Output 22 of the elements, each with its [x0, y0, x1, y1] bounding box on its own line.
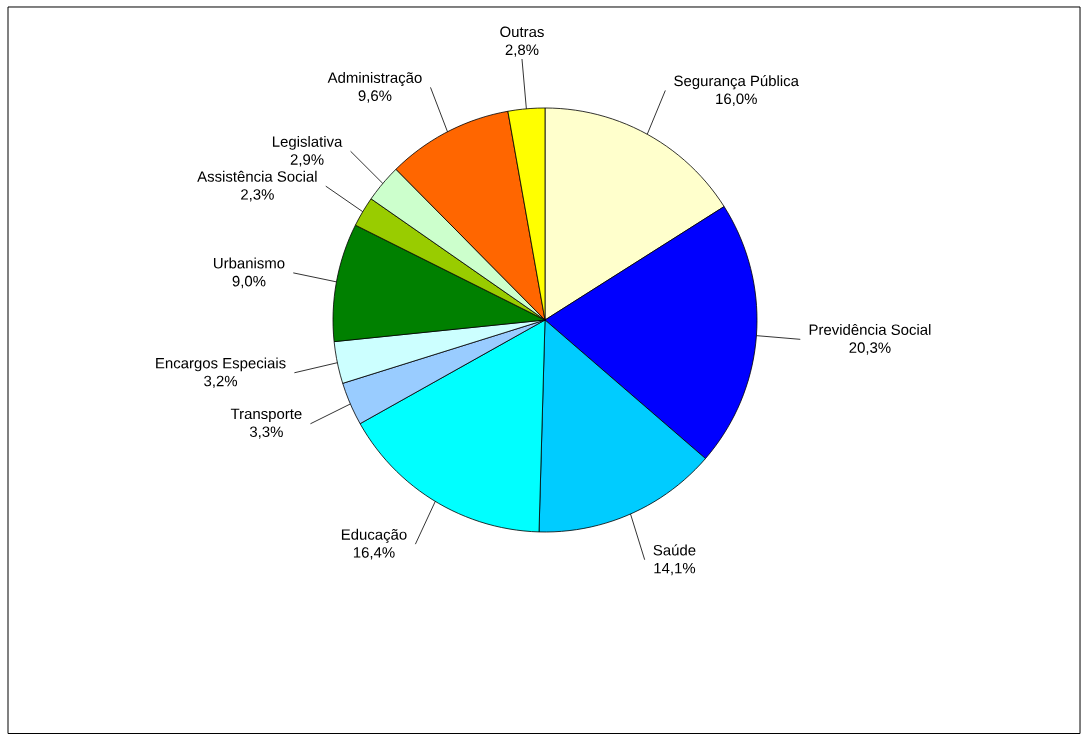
slice-label: Assistência Social — [197, 170, 317, 182]
data-label: 2,8% — [505, 44, 539, 57]
data-label: 16,4% — [353, 547, 395, 560]
data-label: 2,3% — [241, 189, 274, 202]
slice-label: Encargos Especiais — [156, 357, 286, 372]
data-label: 9,6% — [358, 90, 392, 103]
slice-label: Educação — [341, 528, 407, 543]
slice-label: Outras — [500, 26, 544, 38]
data-label: 20,3% — [849, 342, 891, 355]
data-label: 3,2% — [204, 375, 238, 389]
slice-label: Legislativa — [272, 135, 343, 150]
data-label: 2,9% — [290, 154, 324, 167]
slice-label: Urbanismo — [213, 257, 285, 269]
slice-label: Previdência Social — [809, 323, 931, 335]
slice-label: Transporte — [230, 408, 302, 423]
slice-label: Administração — [327, 72, 422, 87]
slice-label: Segurança Pública — [674, 75, 799, 90]
data-label: 16,0% — [716, 93, 757, 106]
slice-label: Saúde — [653, 544, 696, 556]
data-label: 9,0% — [232, 275, 266, 289]
data-label: 3,3% — [249, 426, 283, 439]
data-label: 14,1% — [654, 562, 696, 576]
